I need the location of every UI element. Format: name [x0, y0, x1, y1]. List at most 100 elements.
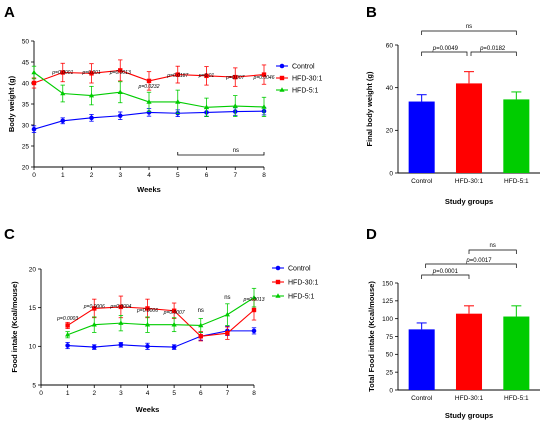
significance-label: p=0.0049	[432, 46, 459, 52]
data-point	[65, 323, 70, 328]
y-axis-title: Body weight (g)	[7, 75, 16, 132]
significance-label: ns	[466, 24, 472, 30]
y-tick-label: 75	[386, 334, 394, 341]
x-tick-label: HFD-30:1	[455, 178, 484, 185]
data-point	[89, 71, 94, 76]
p-value-annotation: ns	[224, 295, 230, 301]
data-point	[198, 334, 203, 339]
y-tick-label: 10	[29, 344, 37, 351]
legend-marker	[275, 265, 281, 271]
y-tick-label: 40	[386, 85, 394, 92]
data-point	[224, 311, 230, 317]
p-value-annotation: p=0.0007	[163, 310, 185, 316]
legend-label: Control	[292, 63, 315, 70]
p-value-annotation: p=0.0003	[56, 316, 78, 322]
bar-0	[408, 329, 435, 390]
significance-bracket	[468, 249, 517, 254]
legend-marker	[279, 63, 285, 69]
data-point	[198, 322, 204, 328]
x-tick-label: 1	[61, 172, 65, 179]
significance-bracket	[421, 30, 517, 35]
legend-label: HFD-5:1	[292, 87, 319, 94]
series-line-0	[67, 330, 254, 348]
p-value-annotation: p=0.0006	[83, 304, 105, 310]
data-point	[261, 104, 267, 109]
data-point	[31, 69, 37, 75]
y-tick-label: 150	[382, 280, 393, 287]
significance-bracket	[425, 263, 517, 268]
x-tick-label: 3	[119, 390, 123, 397]
y-tick-label: 0	[389, 387, 393, 394]
legend-marker	[279, 75, 285, 81]
x-tick-label: HFD-5:1	[504, 395, 529, 402]
x-tick-label: Control	[411, 395, 433, 402]
y-axis-title: Total Food intake (Kcal/mouse)	[367, 281, 376, 392]
x-tick-label: 4	[146, 390, 150, 397]
x-tick-label: 5	[176, 172, 180, 179]
y-tick-label: 50	[386, 352, 394, 359]
x-tick-label: 3	[118, 172, 122, 179]
p-value-annotation: p=0.0013	[109, 70, 131, 76]
x-tick-label: 0	[32, 172, 36, 179]
p-value-annotation: p=0.0006	[136, 308, 158, 314]
data-point	[31, 126, 37, 132]
y-tick-label: 20	[386, 128, 394, 135]
y-tick-label: 45	[22, 59, 30, 66]
significance-label: p=0.0001	[432, 269, 459, 275]
data-point	[225, 330, 230, 336]
x-tick-label: 0	[39, 390, 43, 397]
y-tick-label: 20	[29, 266, 37, 273]
x-tick-label: 4	[147, 172, 151, 179]
data-point	[251, 307, 257, 313]
data-point	[88, 92, 95, 98]
legend-label: HFD-5:1	[288, 293, 315, 300]
y-tick-label: 25	[386, 369, 394, 376]
data-point	[251, 294, 257, 300]
x-tick-label: 8	[262, 172, 266, 179]
significance-label: p=0.0182	[479, 46, 506, 52]
x-tick-label: 8	[252, 390, 256, 397]
bar-1	[455, 313, 483, 390]
y-axis-title: Food intake (Kcal/mouse)	[10, 281, 19, 373]
data-point	[204, 73, 209, 79]
y-tick-label: 100	[382, 316, 393, 323]
data-point	[117, 89, 123, 95]
data-point	[60, 70, 65, 75]
data-point	[203, 104, 210, 110]
legend-label: Control	[288, 265, 311, 272]
x-tick-label: 6	[205, 172, 209, 179]
data-point	[117, 113, 123, 119]
x-tick-label: HFD-5:1	[504, 178, 529, 185]
legend-marker	[275, 293, 281, 298]
y-tick-label: 125	[382, 298, 393, 305]
series-line-1	[67, 306, 255, 337]
data-point	[60, 118, 66, 124]
p-value-annotation: p=0.0232	[138, 84, 160, 90]
y-tick-label: 5	[32, 382, 36, 389]
significance-bracket	[421, 274, 470, 279]
data-point	[65, 331, 71, 337]
data-point	[31, 80, 37, 86]
x-tick-label: 6	[199, 390, 203, 397]
y-axis-title: Final body weight (g)	[365, 71, 374, 146]
p-value-annotation: p=0.0013	[243, 297, 265, 303]
data-point	[60, 90, 66, 96]
y-tick-label: 50	[22, 38, 30, 45]
y-tick-label: 60	[386, 42, 394, 49]
p-value-annotation: p=0.0046	[253, 75, 275, 81]
x-axis-title: Study groups	[445, 197, 493, 206]
y-tick-label: 20	[22, 164, 30, 171]
data-point	[118, 320, 124, 325]
legend-label: HFD-30:1	[292, 75, 322, 82]
x-axis-title: Weeks	[137, 185, 161, 194]
panel-label-a: A	[4, 4, 15, 21]
ns-label: ns	[233, 148, 239, 154]
panel-d-total-food-intake-chart: 0 25 50 75 100 125 150 Control HFD-30:1 HFD-5:1 St…	[367, 243, 540, 420]
x-tick-label: 2	[92, 390, 96, 397]
data-point	[92, 306, 97, 311]
bar-1	[455, 83, 483, 173]
x-tick-label: HFD-30:1	[455, 395, 484, 402]
ns-bracket	[177, 152, 265, 156]
data-point	[233, 74, 238, 80]
data-point	[261, 72, 267, 77]
